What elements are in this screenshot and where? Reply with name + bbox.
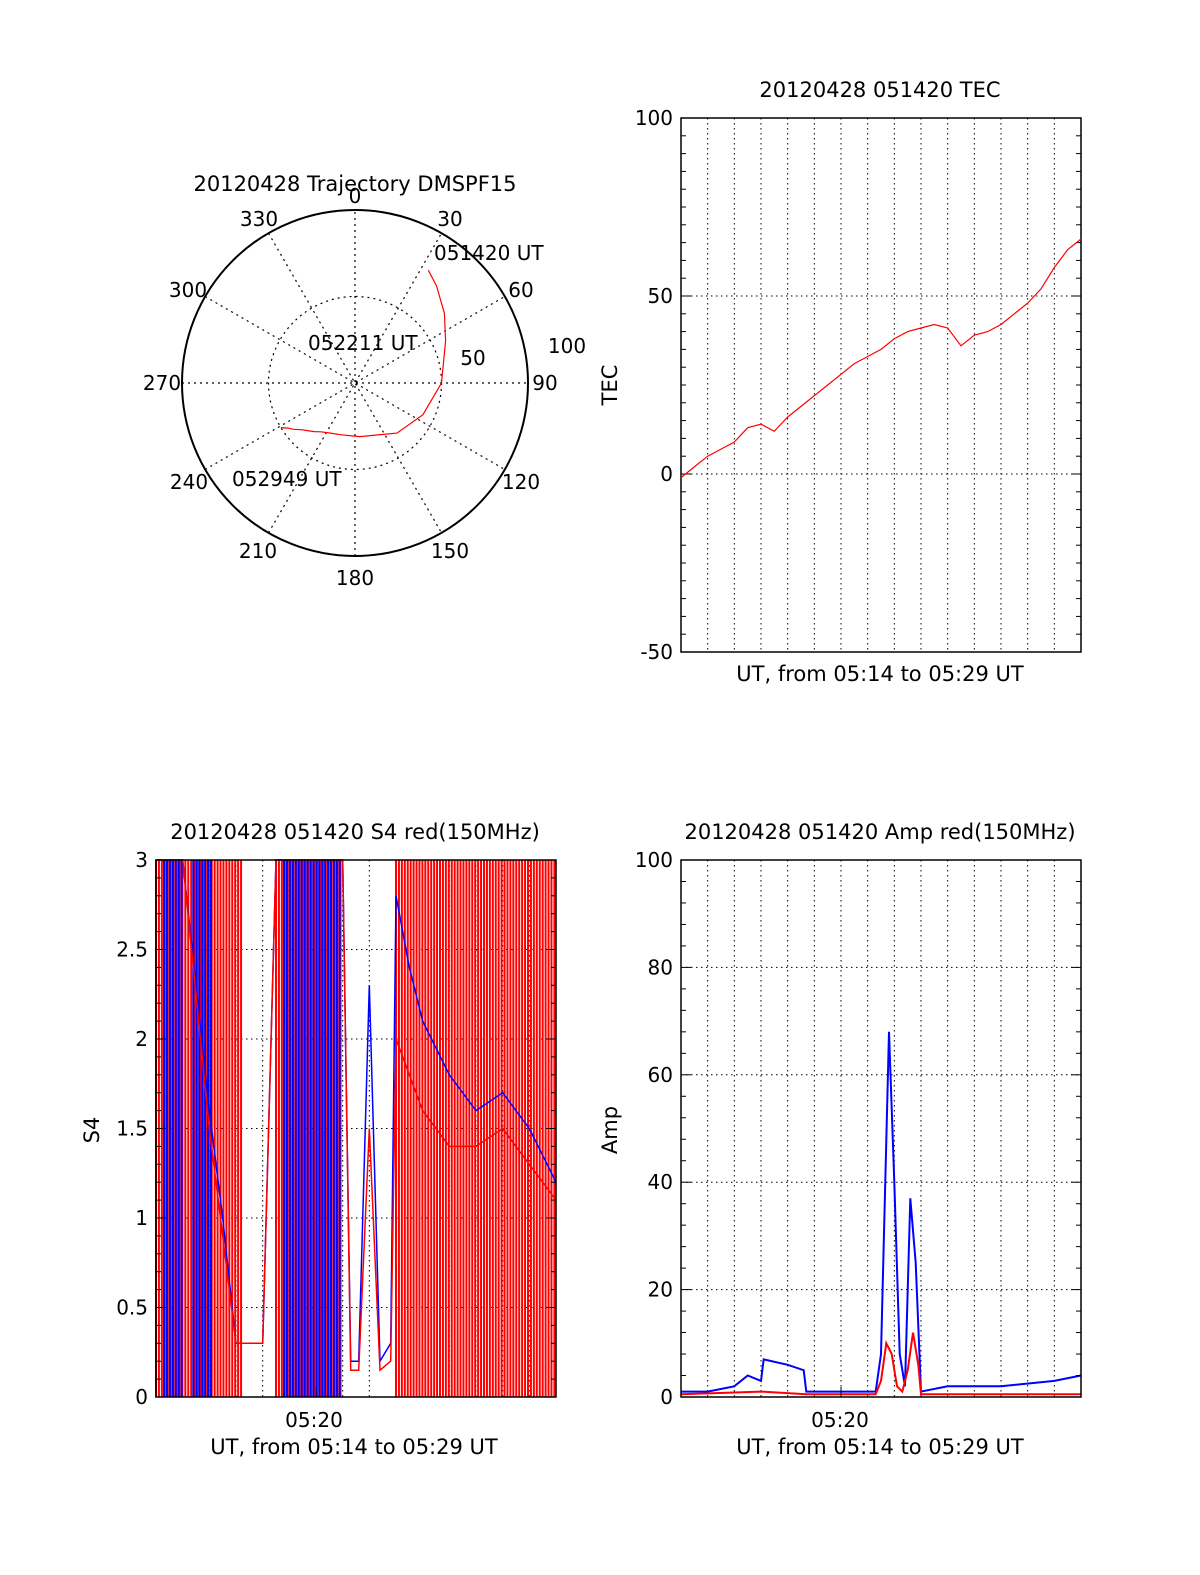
polar-mid-circle (267, 295, 443, 471)
tec-ytick-label: 0 (660, 462, 673, 486)
polar-azimuth-label: 240 (170, 470, 208, 494)
radial-tick-50: 50 (460, 346, 485, 370)
trajectory-series-line (280, 269, 447, 438)
tec-ytick-label: -50 (640, 640, 673, 664)
polar-azimuth-label: 180 (336, 566, 374, 590)
s4-ytick-label: 2.5 (116, 938, 148, 962)
polar-azimuth-label: 300 (169, 278, 207, 302)
amp-xlabel: UT, from 05:14 to 05:29 UT (736, 1435, 1024, 1459)
s4-series-red (156, 859, 557, 1372)
amp-ytick-label: 60 (648, 1063, 673, 1087)
amp-ytick-label: 20 (648, 1278, 673, 1302)
amp-title: 20120428 051420 Amp red(150MHz) (684, 820, 1075, 844)
tec-axes (680, 117, 1082, 653)
amp-series-blue (681, 1031, 1082, 1393)
trajectory-end-annotation: 052949 UT (232, 467, 342, 491)
s4-ytick-label: 1.5 (116, 1117, 148, 1141)
s4-ytick-label: 0.5 (116, 1296, 148, 1320)
polar-azimuth-label: 330 (240, 207, 278, 231)
s4-y-ticks: 0 0.5 1 1.5 2 2.5 3 (116, 848, 148, 1409)
s4-xtick-0520: 05:20 (285, 1408, 343, 1432)
tec-title: 20120428 051420 TEC (759, 78, 1000, 102)
polar-azimuth-label: 210 (239, 539, 277, 563)
trajectory-title: 20120428 Trajectory DMSPF15 (193, 172, 516, 196)
polar-azimuth-label: 0 (349, 184, 362, 208)
tec-xlabel: UT, from 05:14 to 05:29 UT (736, 662, 1024, 686)
polar-azimuth-label: 150 (431, 539, 469, 563)
tec-ytick-label: 100 (635, 106, 673, 130)
tec-series (680, 238, 1082, 479)
s4-axes (155, 859, 557, 1398)
tec-y-ticks: -50 0 50 100 (635, 106, 673, 664)
amp-series (680, 1031, 1082, 1397)
s4-ytick-label: 3 (135, 848, 148, 872)
trajectory-start-annotation: 051420 UT (434, 241, 544, 265)
polar-spoke (267, 232, 443, 534)
s4-ylabel: S4 (80, 1117, 104, 1144)
tec-ytick-label: 50 (648, 284, 673, 308)
amp-ylabel: Amp (598, 1106, 622, 1154)
s4-grid (156, 860, 556, 1397)
polar-spoke (204, 295, 506, 471)
polar-azimuth-labels: 0 30 60 90 120 150 180 210 240 270 300 330 (143, 184, 558, 590)
amp-ytick-label: 40 (648, 1170, 673, 1194)
s4-ytick-label: 2 (135, 1027, 148, 1051)
amp-frame (680, 859, 1082, 1398)
s4-xlabel: UT, from 05:14 to 05:29 UT (210, 1435, 498, 1459)
amp-xtick-0520: 05:20 (811, 1408, 869, 1432)
polar-grid (181, 209, 529, 557)
polar-azimuth-label: 60 (508, 278, 533, 302)
trajectory-mid-annotation: 052211 UT (308, 331, 418, 355)
trajectory-polar-plot: 20120428 Trajectory DMSPF15 0 30 60 90 120 15… (143, 172, 586, 590)
radial-tick-100: 100 (548, 334, 586, 358)
polar-azimuth-label: 270 (143, 371, 181, 395)
amp-axes (680, 859, 1082, 1398)
s4-title: 20120428 051420 S4 red(150MHz) (170, 820, 540, 844)
polar-azimuth-label: 90 (532, 371, 557, 395)
polar-spoke (267, 232, 443, 534)
s4-frame (155, 859, 557, 1398)
tec-frame (680, 117, 1082, 653)
s4-ytick-label: 0 (135, 1385, 148, 1409)
amp-grid (681, 860, 1081, 1397)
tec-series-line (680, 238, 1082, 479)
tec-grid (681, 118, 1081, 652)
tec-plot: 20120428 051420 TEC -50 0 50 100 TEC UT, fr… (598, 78, 1082, 686)
polar-azimuth-label: 30 (437, 207, 462, 231)
amp-ytick-label: 0 (660, 1385, 673, 1409)
polar-spoke (204, 295, 506, 471)
s4-ytick-label: 1 (135, 1206, 148, 1230)
amp-y-ticks: 0 20 40 60 80 100 (635, 848, 673, 1409)
amp-series-red (680, 1332, 1081, 1396)
tec-ylabel: TEC (598, 365, 622, 407)
amp-plot: 20120428 051420 Amp red(150MHz) 0 20 40 60 8… (598, 820, 1082, 1459)
amp-ytick-label: 80 (648, 955, 673, 979)
s4-plot: 20120428 051420 S4 red(150MHz) 0 0.5 1 1.5 2… (80, 820, 557, 1459)
amp-ytick-label: 100 (635, 848, 673, 872)
polar-azimuth-label: 120 (502, 470, 540, 494)
